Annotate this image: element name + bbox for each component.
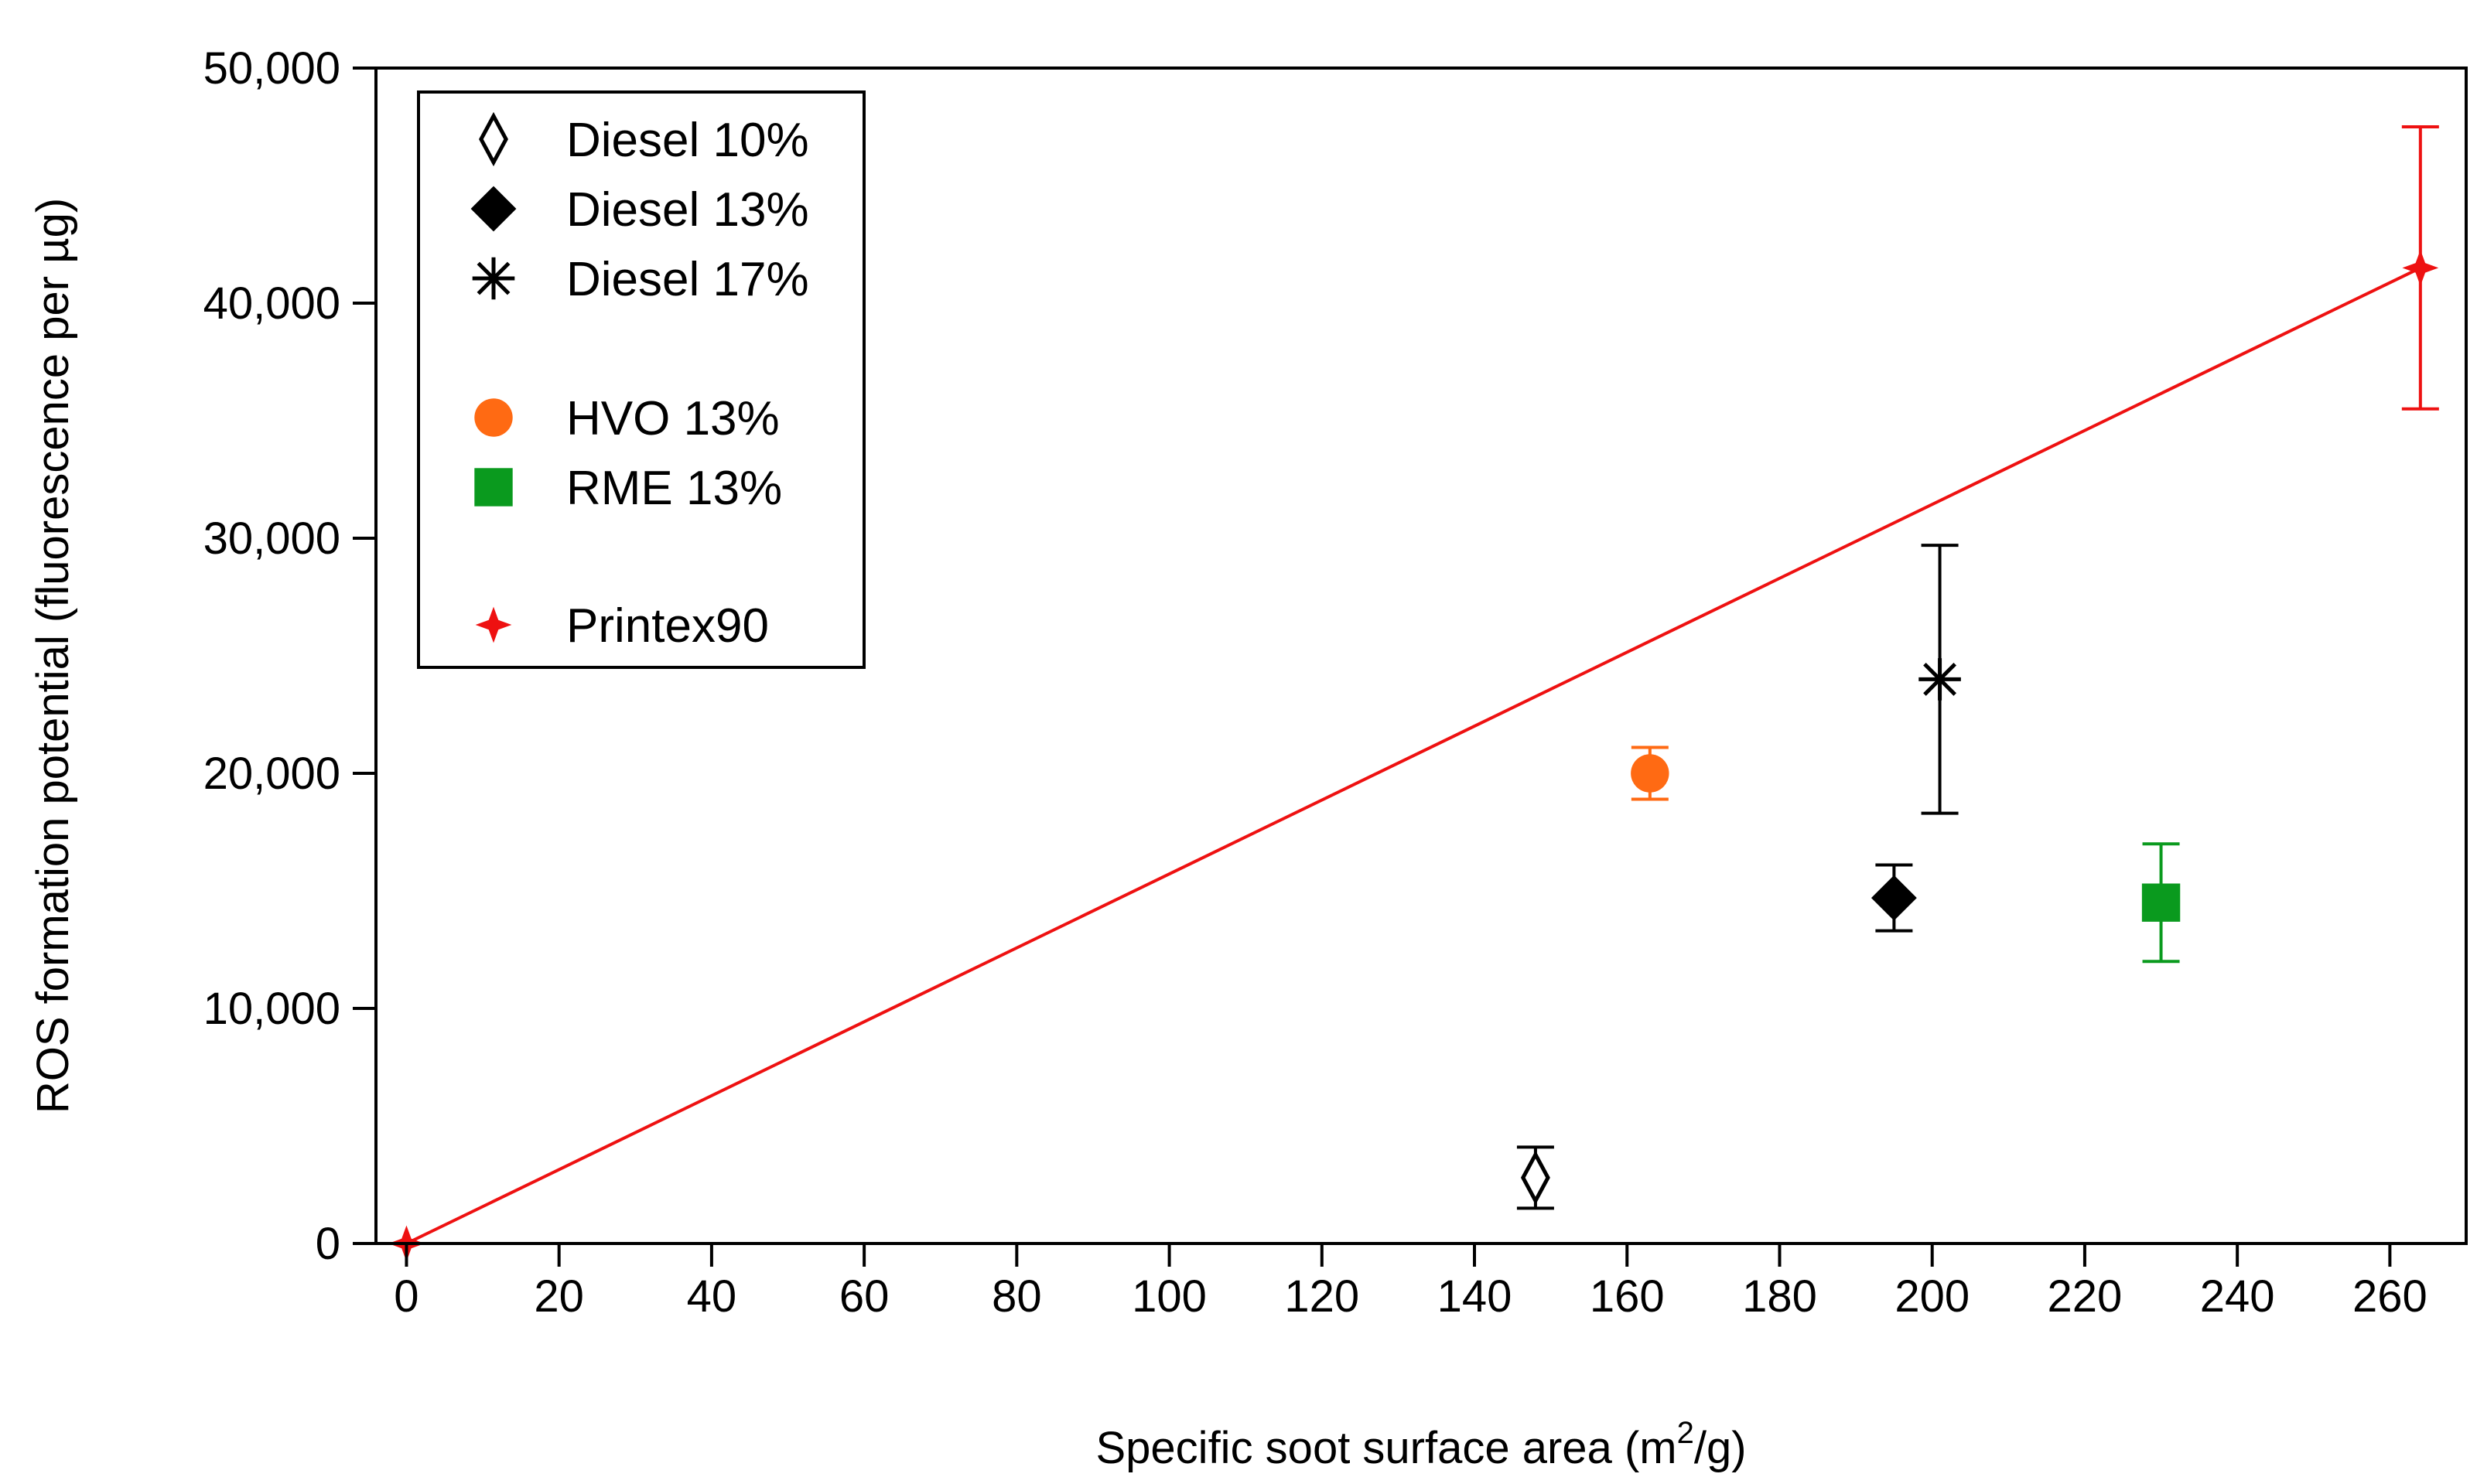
legend-label: HVO 13% <box>566 392 780 445</box>
x-tick-label: 0 <box>394 1271 419 1322</box>
x-axis-title-superscript: 2 <box>1677 1416 1694 1450</box>
x-tick-label: 120 <box>1284 1271 1359 1322</box>
x-axis: 0 20 40 60 80 100 120 140 160 180 200 220 240 260 <box>394 1243 2427 1322</box>
legend-items: Diesel 10% Diesel 13% Diesel 17% HVO 13% RME… <box>470 111 809 653</box>
legend: Diesel 10% Diesel 13% Diesel 17% HVO 13% RME… <box>417 90 866 669</box>
y-tick-label: 0 <box>316 1219 340 1269</box>
x-tick-label: 200 <box>1894 1271 1970 1322</box>
legend-box <box>417 90 866 669</box>
x-tick-label: 220 <box>2048 1271 2123 1322</box>
legend-label: Printex90 <box>566 599 769 653</box>
fit-layer <box>405 266 2421 1245</box>
x-tick-label: 260 <box>2352 1271 2427 1322</box>
y-tick-label: 30,000 <box>203 513 340 564</box>
x-axis-title: Specific soot surface area (m2/g) <box>1095 1416 1746 1473</box>
fit-line <box>405 266 2421 1245</box>
point-hvo-13-1 <box>1631 745 1669 801</box>
legend-item-rme-13: RME 13% <box>474 462 782 515</box>
y-axis: 0 10,000 20,000 30,000 40,000 50,000 <box>203 43 376 1269</box>
x-tick-label: 20 <box>534 1271 584 1322</box>
legend-item-diesel-10: Diesel 10% <box>479 111 809 167</box>
legend-item-diesel-13: Diesel 13% <box>470 183 809 237</box>
legend-item-diesel-17: Diesel 17% <box>472 253 809 306</box>
x-tick-label: 40 <box>687 1271 737 1322</box>
y-tick-label: 20,000 <box>203 749 340 799</box>
legend-label: Diesel 13% <box>566 183 809 237</box>
legend-label: Diesel 17% <box>566 253 809 306</box>
x-tick-label: 140 <box>1437 1271 1512 1322</box>
x-tick-label: 180 <box>1742 1271 1817 1322</box>
legend-label: RME 13% <box>566 462 782 515</box>
point-diesel-17-1 <box>1918 544 1961 815</box>
point-diesel-13-1 <box>1871 863 1917 933</box>
x-tick-label: 160 <box>1590 1271 1665 1322</box>
y-tick-label: 50,000 <box>203 43 340 94</box>
y-tick-label: 40,000 <box>203 278 340 329</box>
x-tick-label: 80 <box>992 1271 1042 1322</box>
x-tick-label: 240 <box>2200 1271 2275 1322</box>
y-tick-label: 10,000 <box>203 984 340 1034</box>
point-diesel-10-1 <box>1516 1145 1554 1210</box>
plot-frame <box>374 67 2468 1245</box>
point-rme-13-1 <box>2141 842 2181 964</box>
point-printex90-2 <box>2401 125 2439 411</box>
legend-label: Diesel 10% <box>566 114 809 167</box>
x-tick-label: 60 <box>839 1271 890 1322</box>
x-tick-label: 100 <box>1132 1271 1207 1322</box>
y-axis-title: ROS formation potential (fluorescence pe… <box>28 198 78 1114</box>
legend-item-printex90: Printex90 <box>475 599 769 653</box>
legend-item-hvo-13: HVO 13% <box>474 392 780 445</box>
